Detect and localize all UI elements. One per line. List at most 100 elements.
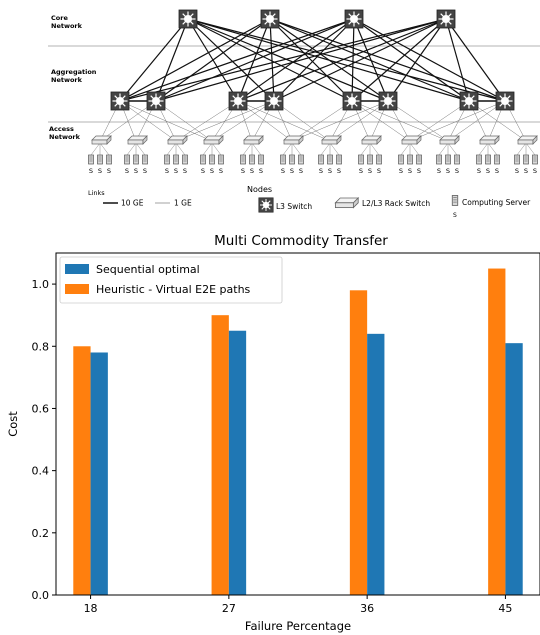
access-server-link <box>409 142 420 156</box>
bar-heuristic-27 <box>211 315 229 595</box>
core-agg-link <box>269 18 470 102</box>
legend-swatch-heuristic <box>65 284 89 294</box>
legend-1ge-label: 1 GE <box>174 199 192 208</box>
computing-server-icon <box>318 154 324 165</box>
y-tick-label: 1.0 <box>32 278 50 291</box>
agg-access-link <box>447 100 506 142</box>
core-agg-link <box>273 18 355 102</box>
access-server-link <box>211 142 222 156</box>
computing-server-icon <box>209 154 215 165</box>
server-label: S <box>174 167 178 175</box>
core-agg-link <box>353 18 389 102</box>
computing-server-icon <box>298 154 304 165</box>
legend-server-icon <box>451 195 459 206</box>
server-label: S <box>241 167 245 175</box>
core-agg-link <box>155 18 447 102</box>
server-label: S <box>299 167 303 175</box>
server-label: S <box>437 167 441 175</box>
computing-server-icon <box>407 154 413 165</box>
server-label: S <box>290 167 294 175</box>
x-axis-label: Failure Percentage <box>245 619 351 633</box>
computing-server-icon <box>182 154 188 165</box>
server-label: S <box>486 167 490 175</box>
access-server-link <box>90 142 101 156</box>
y-tick-label: 0.4 <box>32 465 50 478</box>
core-agg-link <box>155 18 189 102</box>
access-server-link <box>166 142 177 156</box>
server-label: S <box>210 167 214 175</box>
server-label: S <box>533 167 537 175</box>
bar-chart: Multi Commodity Transfer 0.0 0.2 0.4 0.6 0.8… <box>6 233 540 633</box>
core-agg-link <box>119 18 271 102</box>
access-server-link <box>400 142 411 156</box>
legend-label-heuristic: Heuristic - Virtual E2E paths <box>96 283 251 296</box>
legend-nodes-title: Nodes <box>247 185 272 194</box>
topology-legend: Links 10 GE 1 GE Nodes L3 Switch L2/L3 R… <box>88 185 531 219</box>
server-label: S <box>495 167 499 175</box>
computing-server-icon <box>218 154 224 165</box>
legend-box <box>59 256 283 304</box>
agg-access-link <box>409 100 506 142</box>
plot-frame <box>55 252 540 596</box>
computing-server-icon <box>436 154 442 165</box>
server-label: S <box>250 167 254 175</box>
agg-access-link <box>119 100 213 142</box>
core-agg-link <box>351 18 447 102</box>
access-rack-switches <box>91 135 538 145</box>
access-server-link <box>478 142 489 156</box>
access-server-link <box>202 142 213 156</box>
access-server-link <box>447 142 458 156</box>
server-label: S <box>477 167 481 175</box>
agg-access-link <box>351 100 411 142</box>
computing-server-icon <box>532 154 538 165</box>
access-server-link <box>320 142 331 156</box>
layer-label-core: Core Network <box>51 14 83 30</box>
agg-access-link <box>291 100 353 142</box>
legend-10ge-label: 10 GE <box>121 199 144 208</box>
access-server-link <box>126 142 137 156</box>
server-label: S <box>125 167 129 175</box>
bar-sequential-optimal-36 <box>367 333 385 595</box>
core-agg-link <box>445 18 470 102</box>
y-tick-label: 0.0 <box>32 589 50 602</box>
core-l3-switch-icon <box>178 9 198 29</box>
computing-server-icon <box>485 154 491 165</box>
agg-access-link <box>237 100 331 142</box>
access-server-link <box>135 142 146 156</box>
core-agg-link <box>187 18 389 102</box>
y-tick-label: 0.2 <box>32 527 50 540</box>
y-tick-label: 0.8 <box>32 340 50 353</box>
bar-heuristic-36 <box>349 290 368 595</box>
access-server-link <box>282 142 293 156</box>
legend-l3-switch-label: L3 Switch <box>276 202 312 211</box>
server-label: S <box>134 167 138 175</box>
core-agg-link <box>353 18 506 102</box>
core-agg-link <box>187 18 275 102</box>
agg-access-link <box>211 100 275 142</box>
rack-switch-icon <box>439 135 460 145</box>
core-agg-link <box>353 18 470 102</box>
access-server-link <box>360 142 371 156</box>
core-agg-link <box>187 18 353 102</box>
computing-server-icon <box>164 154 170 165</box>
legend-rack-switch-icon <box>334 197 359 209</box>
server-label: S <box>399 167 403 175</box>
access-server-link <box>242 142 253 156</box>
core-agg-link <box>119 18 189 102</box>
core-agg-link <box>237 18 355 102</box>
computing-server-icon <box>358 154 364 165</box>
core-agg-link <box>119 18 355 102</box>
server-label: S <box>337 167 341 175</box>
layer-label-access: Access Network <box>49 125 81 141</box>
server-label: S <box>219 167 223 175</box>
computing-server-icon <box>367 154 373 165</box>
computing-server-icon <box>523 154 529 165</box>
legend-server-s-label: S <box>453 212 457 219</box>
server-label: S <box>417 167 421 175</box>
computing-server-icon <box>280 154 286 165</box>
core-agg-link <box>155 18 355 102</box>
aggregation-l3-switch-icon <box>146 91 166 111</box>
rack-switch-icon <box>517 135 538 145</box>
server-label: S <box>89 167 93 175</box>
server-label: S <box>319 167 323 175</box>
